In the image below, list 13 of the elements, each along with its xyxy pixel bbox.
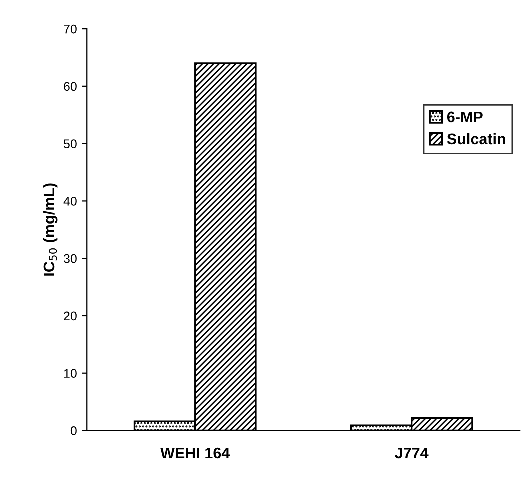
x-tick-label: J774	[395, 448, 429, 459]
x-tick-label: WEHI 164	[160, 448, 230, 459]
legend-label: 6-MP	[447, 112, 483, 123]
y-tick-label: 0	[70, 426, 77, 436]
y-tick-label: 70	[64, 24, 77, 34]
y-tick-label: 50	[64, 140, 77, 148]
y-tick-label: 40	[64, 197, 77, 206]
y-tick-label: 20	[64, 312, 77, 321]
y-tick-label: 10	[64, 369, 77, 378]
y-tick-label: 60	[64, 82, 77, 92]
y-tick-label: 30	[64, 254, 77, 264]
y-axis-title: IC$_{50}$ (mg/mL)	[43, 184, 58, 276]
legend-label: Sulcatin	[447, 133, 506, 145]
